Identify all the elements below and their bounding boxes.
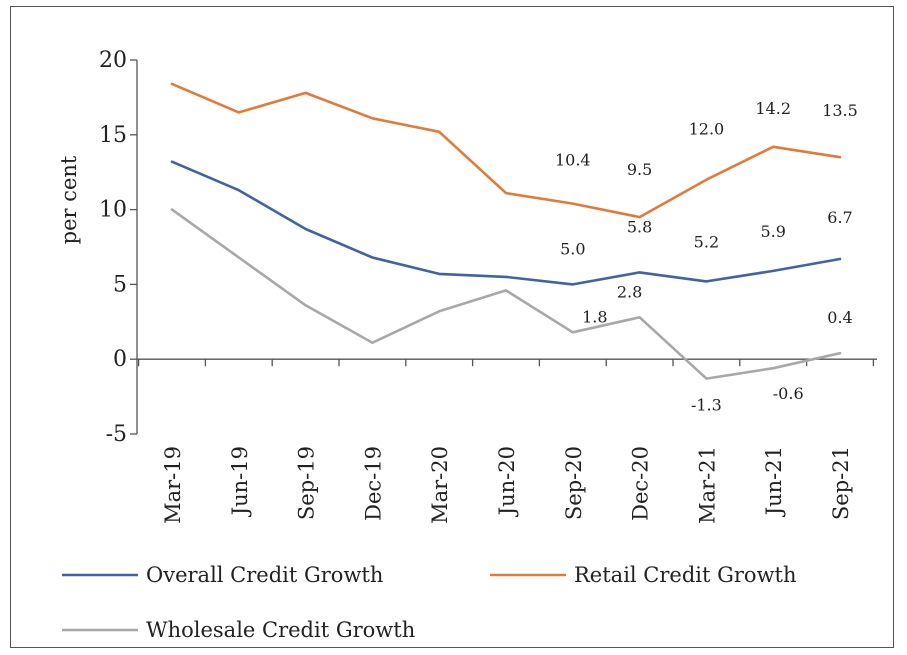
series-line-1 [170, 160, 842, 286]
data-label: 6.7 [827, 208, 852, 227]
y-tick-label: 20 [99, 48, 127, 73]
chart-axes: 20 15 10 5 0 -5 Mar-19 Jun-19 Sep-19 Dec-19 Mar-20… [99, 48, 877, 524]
legend-label: Wholesale Credit Growth [146, 618, 415, 642]
series-line-3 [170, 208, 842, 380]
y-tick-label: 10 [99, 198, 127, 223]
x-tick-label: Jun-19 [228, 446, 252, 517]
x-tick-label: Mar-21 [695, 446, 719, 524]
x-tick-label: Dec-20 [629, 446, 653, 521]
data-label: 0.4 [827, 308, 852, 327]
data-label: 5.0 [560, 239, 585, 258]
x-tick-label: Dec-19 [361, 446, 385, 521]
y-axis-label: per cent [57, 155, 81, 244]
x-tick-label: Jun-20 [495, 446, 519, 517]
data-label: 5.8 [627, 217, 652, 236]
data-label: 12.0 [689, 120, 725, 139]
data-label: 5.2 [694, 232, 719, 251]
data-label: 13.5 [822, 101, 858, 120]
data-label: 5.9 [760, 222, 785, 241]
y-tick-label: -5 [106, 422, 127, 447]
legend-label: Overall Credit Growth [146, 563, 383, 587]
data-label: 10.4 [555, 151, 591, 170]
legend: Overall Credit Growth Retail Credit Growt… [62, 563, 797, 642]
x-tick-label: Mar-20 [428, 446, 452, 524]
chart-frame [10, 6, 894, 648]
series-lines [170, 82, 842, 380]
data-label: 2.8 [617, 282, 642, 301]
y-tick-label: 5 [113, 272, 127, 297]
data-label: 9.5 [627, 160, 652, 179]
data-labels: 5.0 5.8 5.2 5.9 6.7 10.4 9.5 12.0 14.2 13.5 1.8 2.8… [555, 99, 858, 415]
x-tick-label: Sep-20 [562, 446, 586, 520]
x-tick-label: Sep-21 [829, 446, 853, 520]
data-label: -0.6 [773, 384, 804, 403]
data-label: 14.2 [755, 99, 791, 118]
x-tick-label: Mar-19 [161, 446, 185, 524]
series-line-2 [170, 82, 842, 219]
x-tick-label: Sep-19 [295, 446, 319, 520]
data-label: 1.8 [582, 307, 607, 326]
x-tick-label: Jun-21 [762, 446, 786, 517]
legend-label: Retail Credit Growth [574, 563, 797, 587]
y-tick-label: 15 [99, 123, 127, 148]
data-label: -1.3 [691, 396, 722, 415]
y-tick-label: 0 [113, 347, 127, 372]
